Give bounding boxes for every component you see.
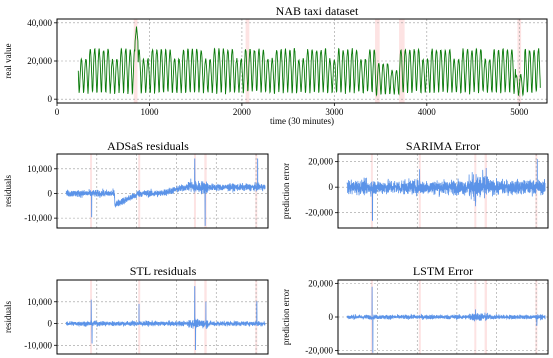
lstm-ytick-label-2: -20,000 (305, 346, 333, 356)
taxi-grid (56, 19, 547, 103)
sarima-y-ticks: 20,000 0 -20,000 (305, 157, 338, 218)
lstm-ylabel: prediction error (281, 289, 291, 345)
adsas-anomaly-band-0 (90, 154, 93, 228)
taxi-anomaly-band-0 (133, 19, 138, 103)
sarima-ylabel: prediction error (281, 163, 291, 219)
taxi-ylabel: real value (3, 43, 13, 78)
sarima-title: SARIMA Error (406, 139, 480, 153)
stl-ytick-label-2: -10,000 (24, 340, 52, 350)
taxi-ytick-label-0: 0 (48, 94, 53, 104)
adsas-ylabel: residuals (3, 175, 13, 207)
sarima-ytick-label-2: -20,000 (305, 208, 333, 218)
taxi-ytick-label-2: 40,000 (27, 18, 52, 28)
taxi-xtick-label-5: 5000 (510, 107, 529, 117)
taxi-xtick-label-3: 3000 (325, 107, 344, 117)
stl-y-ticks: 10,000 0 -10,000 (24, 297, 57, 350)
adsas-frame (56, 153, 269, 229)
adsas-ytick-label-2: -10,000 (24, 213, 52, 223)
taxi-xtick-label-4: 4000 (418, 107, 437, 117)
taxi-xlabel: time (30 minutes) (270, 116, 334, 126)
adsas-anomaly-band-2 (193, 154, 196, 228)
lstm-title: LSTM Error (413, 264, 473, 278)
taxi-ytick-label-1: 20,000 (27, 56, 52, 66)
lstm-ytick-label-1: 0 (329, 312, 334, 322)
adsas-ytick-label-1: 0 (48, 188, 53, 198)
taxi-y-ticks: 0 20,000 40,000 (27, 18, 57, 104)
stl-ytick-label-0: 10,000 (27, 297, 52, 307)
sarima-ytick-label-0: 20,000 (308, 157, 333, 167)
stl-series-line (65, 286, 266, 351)
lstm-series-line (346, 286, 546, 353)
adsas-title: ADSaS residuals (107, 139, 189, 153)
taxi-title: NAB taxi dataset (276, 4, 359, 18)
adsas-ytick-label-0: 10,000 (27, 164, 52, 174)
panel-stl: STL residuals 10,000 0 -10,000 residuals (3, 264, 269, 355)
stl-title: STL residuals (130, 264, 197, 278)
panel-sarima: SARIMA Error 20,000 0 -20,000 prediction e… (281, 139, 549, 229)
taxi-xtick-label-1: 1000 (140, 107, 159, 117)
adsas-y-ticks: 10,000 0 -10,000 (24, 164, 57, 223)
sarima-ytick-label-1: 0 (329, 182, 334, 192)
sarima-series-line (346, 159, 546, 221)
sarima-frame (337, 153, 549, 229)
stl-anomaly-bands (90, 280, 258, 354)
taxi-xtick-label-2: 2000 (233, 107, 252, 117)
stl-frame (56, 279, 269, 355)
panel-lstm: LSTM Error 20,000 0 -20,000 prediction err… (281, 264, 549, 356)
panel-taxi: NAB taxi dataset 0 20,000 40,000 0 1000 2000… (3, 4, 548, 126)
taxi-anomaly-band-1 (245, 19, 250, 103)
lstm-ytick-label-0: 20,000 (308, 278, 333, 288)
stl-ytick-label-1: 0 (48, 319, 53, 329)
taxi-xtick-label-0: 0 (55, 107, 60, 117)
stl-grid (56, 280, 268, 354)
taxi-x-ticks: 0 1000 2000 3000 4000 5000 (55, 103, 529, 117)
lstm-y-ticks: 20,000 0 -20,000 (305, 278, 338, 356)
taxi-series-line (77, 26, 541, 97)
adsas-series-line (65, 158, 266, 226)
stl-ylabel: residuals (3, 301, 13, 333)
sarima-anomaly-band-1 (418, 154, 421, 228)
panel-adsas: ADSaS residuals 10,000 0 -10,000 residuals (3, 139, 269, 229)
